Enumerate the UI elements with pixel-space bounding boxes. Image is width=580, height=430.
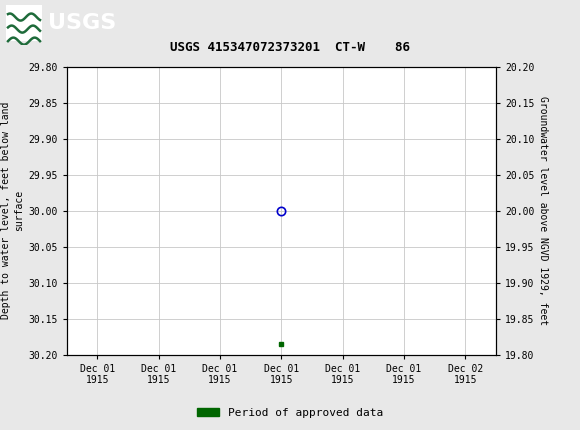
Y-axis label: Depth to water level, feet below land
surface: Depth to water level, feet below land su… [1, 102, 24, 319]
Bar [6, 5, 42, 41]
Legend: Period of approved data: Period of approved data [193, 403, 387, 422]
Text: USGS 415347072373201  CT-W    86: USGS 415347072373201 CT-W 86 [170, 41, 410, 54]
Text: USGS: USGS [48, 13, 116, 33]
Y-axis label: Groundwater level above NGVD 1929, feet: Groundwater level above NGVD 1929, feet [538, 96, 549, 325]
